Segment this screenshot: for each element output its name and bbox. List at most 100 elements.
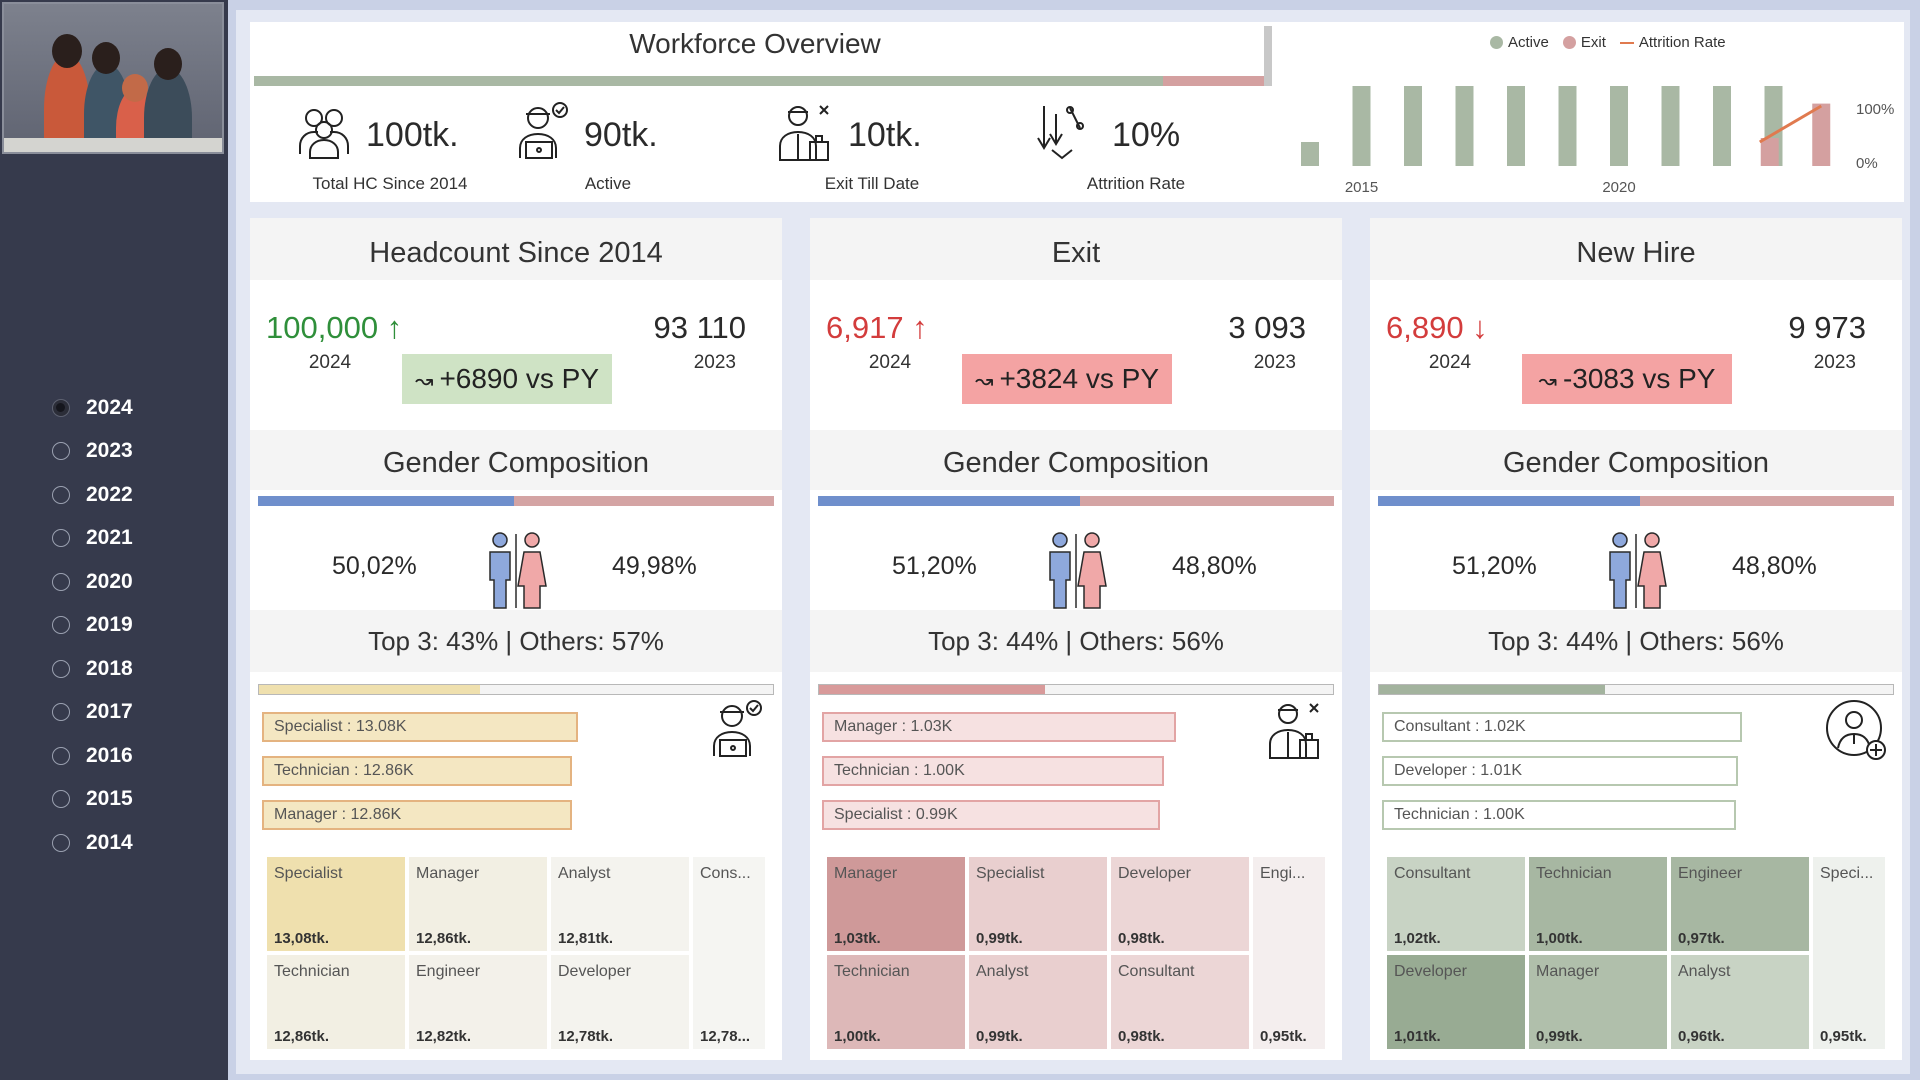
- top-roles-list: Specialist : 13.08K Technician : 12.86K Ma…: [262, 712, 578, 844]
- top-role-bar[interactable]: Consultant : 1.02K: [1382, 712, 1742, 742]
- kpi-value: 10%: [1112, 116, 1181, 154]
- radio-button[interactable]: [52, 833, 70, 852]
- tile-value: 0,99tk.: [976, 930, 1023, 947]
- treemap-tile[interactable]: Technician 1,00tk.: [1528, 856, 1668, 952]
- radio-button[interactable]: [52, 790, 70, 809]
- treemap-tile[interactable]: Analyst 12,81tk.: [550, 856, 690, 952]
- chart-legend: Active Exit Attrition Rate: [1490, 34, 1726, 51]
- year-option-2022[interactable]: 2022: [52, 473, 133, 517]
- radio-button[interactable]: [52, 703, 70, 722]
- year-slicer: 2024 2023 2022 2021 2020 2019 2018 2017 2016 2015…: [52, 386, 133, 865]
- top-role-bar[interactable]: Developer : 1.01K: [1382, 756, 1738, 786]
- top-role-bar[interactable]: Technician : 1.00K: [1382, 800, 1736, 830]
- treemap-tile[interactable]: Cons... 12,78...: [692, 856, 766, 1050]
- card-exit: Exit 6,917 ↑ 2024 3 093 2023 ↝ +3824 vs P…: [810, 218, 1342, 1060]
- radio-button[interactable]: [52, 398, 70, 417]
- top-role-bar[interactable]: Manager : 1.03K: [822, 712, 1176, 742]
- treemap-tile[interactable]: Technician 12,86tk.: [266, 954, 406, 1050]
- year-option-2015[interactable]: 2015: [52, 778, 133, 822]
- treemap-tile[interactable]: Analyst 0,96tk.: [1670, 954, 1810, 1050]
- tile-value: 0,99tk.: [1536, 1028, 1583, 1045]
- top-role-bar[interactable]: Specialist : 13.08K: [262, 712, 578, 742]
- active-exit-trend-chart[interactable]: Active Exit Attrition Rate 2015 2020 100% 0…: [1276, 22, 1904, 202]
- radio-button[interactable]: [52, 485, 70, 504]
- active-bar-2015: [1352, 86, 1371, 166]
- workforce-overview-panel: Workforce Overview 100tk. Total HC Since…: [250, 22, 1904, 202]
- radio-button[interactable]: [52, 746, 70, 765]
- legend-attrition-rate[interactable]: Attrition Rate: [1619, 34, 1726, 51]
- tile-value: 1,02tk.: [1394, 930, 1441, 947]
- active-bar-2016: [1404, 86, 1422, 166]
- exit-employee-icon: [779, 105, 829, 161]
- active-bar-2019: [1558, 86, 1577, 166]
- year-option-2018[interactable]: 2018: [52, 647, 133, 691]
- gender-icon: [1609, 532, 1667, 609]
- tile-name: Engineer: [1678, 865, 1743, 882]
- kpi-total-hc[interactable]: 100tk. Total HC Since 2014: [270, 94, 510, 204]
- radio-button[interactable]: [52, 616, 70, 635]
- year-option-2019[interactable]: 2019: [52, 604, 133, 648]
- tile-name: Consultant: [1394, 865, 1471, 882]
- scrollbar[interactable]: [1264, 26, 1272, 86]
- previous-value: 93 110: [653, 310, 746, 345]
- kpi-attrition-rate[interactable]: 10% Attrition Rate: [1016, 94, 1256, 204]
- gender-split-bar: [1378, 496, 1894, 506]
- year-option-2017[interactable]: 2017: [52, 691, 133, 735]
- role-label: Technician : 1.00K: [1394, 806, 1525, 823]
- top-role-bar[interactable]: Specialist : 0.99K: [822, 800, 1160, 830]
- previous-value: 3 093: [1228, 310, 1306, 345]
- treemap-tile[interactable]: Engineer 12,82tk.: [408, 954, 548, 1050]
- top3-share-bar: [1378, 684, 1894, 695]
- radio-button[interactable]: [52, 659, 70, 678]
- radio-button[interactable]: [52, 529, 70, 548]
- tile-value: 0,97tk.: [1678, 930, 1725, 947]
- top-role-bar[interactable]: Technician : 1.00K: [822, 756, 1164, 786]
- treemap-tile[interactable]: Developer 12,78tk.: [550, 954, 690, 1050]
- year-option-2021[interactable]: 2021: [52, 517, 133, 561]
- top-role-bar[interactable]: Manager : 12.86K: [262, 800, 572, 830]
- female-percentage: 48,80%: [1732, 552, 1817, 580]
- treemap-tile[interactable]: Analyst 0,99tk.: [968, 954, 1108, 1050]
- tile-value: 0,99tk.: [976, 1028, 1023, 1045]
- treemap-tile[interactable]: Manager 12,86tk.: [408, 856, 548, 952]
- treemap-tile[interactable]: Consultant 1,02tk.: [1386, 856, 1526, 952]
- kpi-exit[interactable]: 10tk. Exit Till Date: [752, 94, 992, 204]
- treemap-tile[interactable]: Developer 1,01tk.: [1386, 954, 1526, 1050]
- radio-button[interactable]: [52, 442, 70, 461]
- tile-name: Manager: [416, 865, 480, 882]
- active-bar-2014: [1301, 142, 1319, 166]
- year-option-2020[interactable]: 2020: [52, 560, 133, 604]
- year-option-2014[interactable]: 2014: [52, 821, 133, 865]
- tile-name: Engineer: [416, 963, 481, 980]
- role-label: Manager : 12.86K: [274, 806, 402, 823]
- year-option-2023[interactable]: 2023: [52, 430, 133, 474]
- legend-active[interactable]: Active: [1490, 34, 1549, 51]
- year-option-2016[interactable]: 2016: [52, 734, 133, 778]
- radio-button[interactable]: [52, 572, 70, 591]
- treemap-tile[interactable]: Specialist 13,08tk.: [266, 856, 406, 952]
- treemap-tile[interactable]: Engi... 0,95tk.: [1252, 856, 1326, 1050]
- top3-share-title: Top 3: 43% | Others: 57%: [250, 610, 782, 672]
- year-option-2024[interactable]: 2024: [52, 386, 133, 430]
- treemap-tile[interactable]: Manager 0,99tk.: [1528, 954, 1668, 1050]
- treemap-tile[interactable]: Specialist 0,99tk.: [968, 856, 1108, 952]
- treemap-tile[interactable]: Manager 1,03tk.: [826, 856, 966, 952]
- treemap-tile[interactable]: Technician 1,00tk.: [826, 954, 966, 1050]
- year-label: 2020: [86, 569, 133, 593]
- top-role-bar[interactable]: Technician : 12.86K: [262, 756, 572, 786]
- kpi-label: Attrition Rate: [1086, 174, 1186, 193]
- kpi-active[interactable]: 90tk. Active: [488, 94, 728, 204]
- previous-year: 2023: [1813, 352, 1856, 373]
- role-label: Developer : 1.01K: [1394, 762, 1523, 779]
- treemap-tile[interactable]: Consultant 0,98tk.: [1110, 954, 1250, 1050]
- active-bar-2021: [1661, 86, 1680, 166]
- top3-share-title: Top 3: 44% | Others: 56%: [1370, 610, 1902, 672]
- treemap-tile[interactable]: Speci... 0,95tk.: [1812, 856, 1886, 1050]
- tile-value: 0,95tk.: [1260, 1028, 1307, 1045]
- treemap-tile[interactable]: Developer 0,98tk.: [1110, 856, 1250, 952]
- role-label: Technician : 12.86K: [274, 762, 414, 779]
- current-year: 2024: [308, 352, 352, 373]
- legend-exit[interactable]: Exit: [1562, 34, 1606, 51]
- year-label: 2019: [86, 613, 133, 637]
- treemap-tile[interactable]: Engineer 0,97tk.: [1670, 856, 1810, 952]
